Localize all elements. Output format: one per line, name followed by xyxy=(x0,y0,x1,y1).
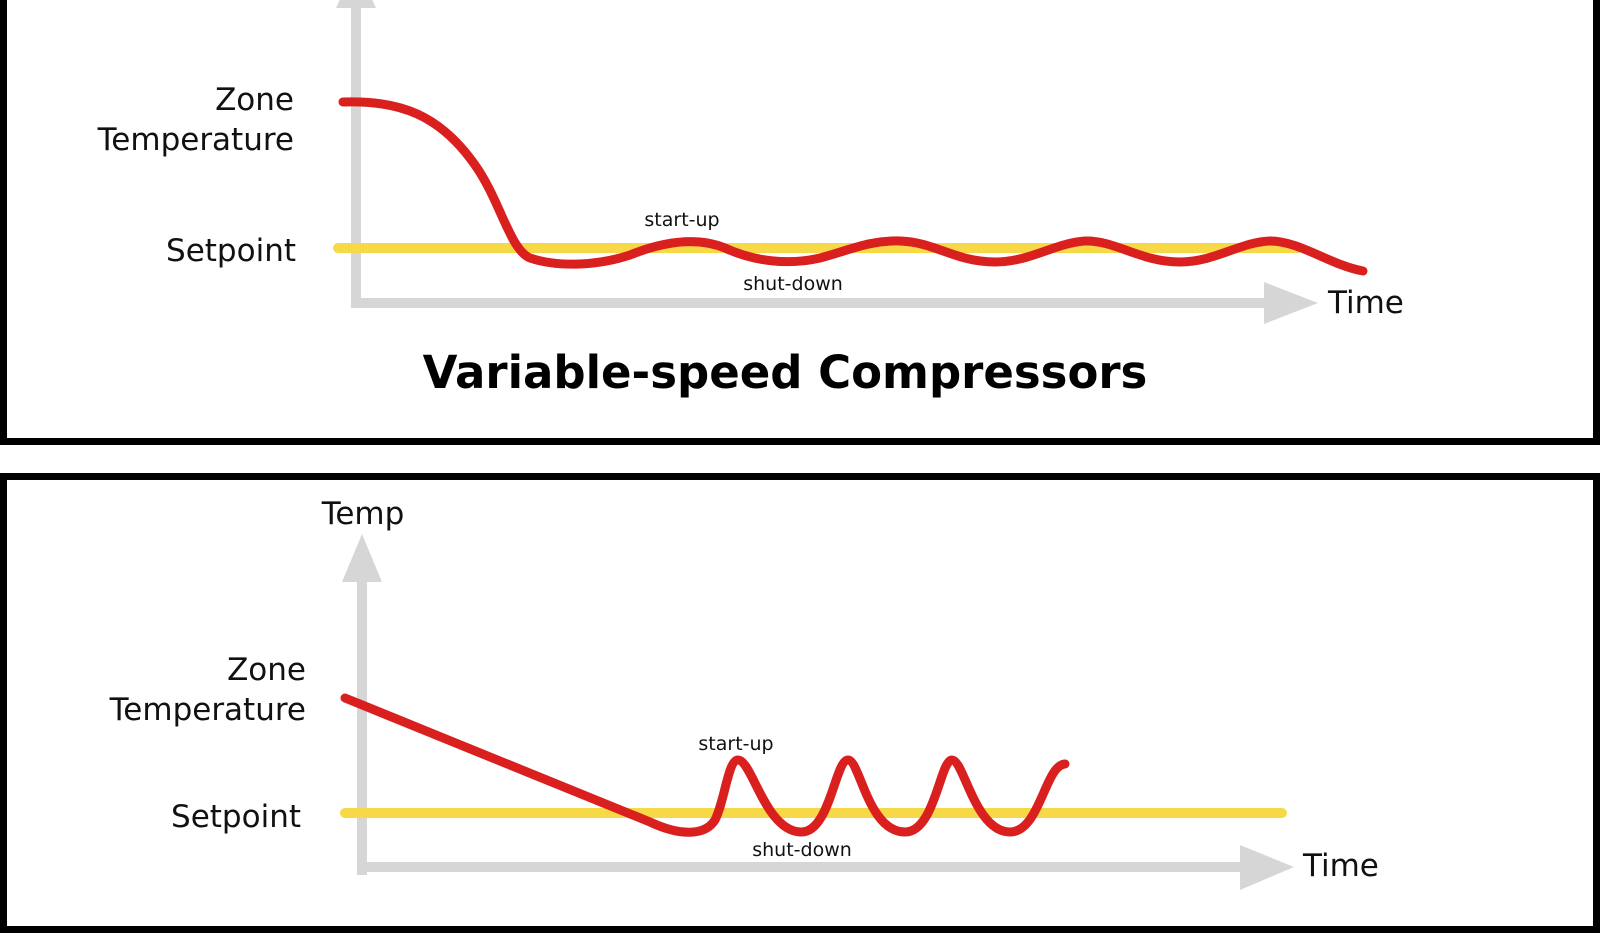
top-zone-temperature-curve xyxy=(338,97,1368,276)
bottom-zone-label-line1: Zone xyxy=(227,652,306,688)
top-startup-annotation: start-up xyxy=(644,209,719,231)
top-time-label: Time xyxy=(1327,285,1404,321)
bottom-temp-axis-title: Temp xyxy=(321,496,405,532)
bottom-startup-annotation: start-up xyxy=(698,733,773,755)
bottom-shutdown-annotation: shut-down xyxy=(752,839,852,861)
top-setpoint-label: Setpoint xyxy=(166,233,296,269)
bottom-x-axis xyxy=(357,845,1294,890)
diagram-canvas: Zone Temperature Setpoint Time start-up … xyxy=(97,0,1404,890)
top-zone-label-line1: Zone xyxy=(215,82,294,118)
y-axis-arrowhead-icon xyxy=(342,534,382,582)
y-axis-arrowhead-icon xyxy=(336,0,376,8)
bottom-zone-label-line2: Temperature xyxy=(109,692,306,728)
variable-speed-panel xyxy=(0,0,1600,445)
top-y-axis xyxy=(336,0,376,308)
x-axis-arrowhead-icon xyxy=(1264,282,1318,324)
top-zone-label-line2: Temperature xyxy=(97,122,294,158)
bottom-chart: Temp Zone Temperature Setpoint Time star… xyxy=(109,496,1379,890)
top-chart: Zone Temperature Setpoint Time start-up … xyxy=(97,0,1404,399)
bottom-setpoint-label: Setpoint xyxy=(171,799,301,835)
fixed-speed-panel xyxy=(0,473,1600,933)
bottom-zone-temperature-curve xyxy=(340,693,1070,837)
bottom-time-label: Time xyxy=(1302,848,1379,884)
top-shutdown-annotation: shut-down xyxy=(743,273,843,295)
top-x-axis xyxy=(351,282,1318,324)
x-axis-arrowhead-icon xyxy=(1240,845,1294,890)
bottom-y-axis xyxy=(342,534,382,875)
top-panel-title: Variable-speed Compressors xyxy=(423,346,1148,399)
